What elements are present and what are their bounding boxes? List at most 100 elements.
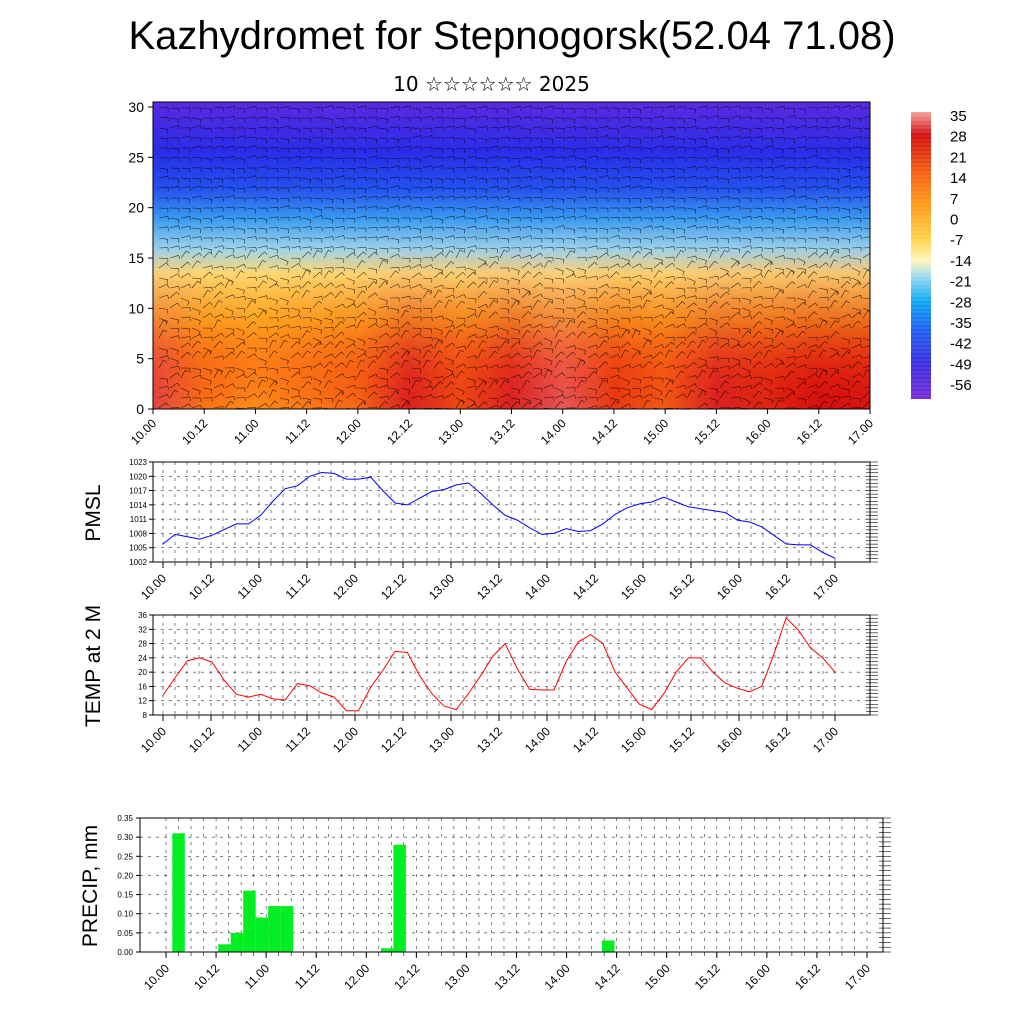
wind-barb xyxy=(862,227,870,230)
wind-barb xyxy=(433,126,443,129)
wind-barb xyxy=(356,290,363,299)
wind-barb-flag xyxy=(409,196,411,201)
wind-barb-flag xyxy=(833,259,838,262)
wind-barb xyxy=(609,147,620,149)
wind-barb xyxy=(840,175,850,179)
wind-barb-flag xyxy=(561,391,564,396)
wind-barb xyxy=(675,186,685,189)
wind-barb xyxy=(796,227,807,229)
colorbar-label: 14 xyxy=(950,170,967,187)
wind-barb-flag xyxy=(530,246,532,252)
wind-barb-flag xyxy=(453,409,454,413)
wind-barb-flag xyxy=(178,125,181,130)
wind-barb-flag xyxy=(365,215,367,220)
wind-barb xyxy=(730,167,741,170)
wind-barb-flag xyxy=(604,291,609,295)
wind-barb xyxy=(290,155,300,159)
wind-barb xyxy=(642,137,653,139)
wind-barb xyxy=(587,324,597,329)
wind-barb-flag xyxy=(167,226,169,231)
wind-barb-flag xyxy=(737,312,741,316)
wind-barb xyxy=(851,407,862,409)
wind-barb xyxy=(719,187,730,189)
wind-barb xyxy=(697,166,707,169)
wind-barb-flag xyxy=(803,261,806,266)
wind-barb xyxy=(235,263,245,269)
wind-barb xyxy=(521,105,531,109)
wind-barb-flag xyxy=(595,332,598,337)
wind-barb xyxy=(312,300,319,309)
wind-barb-flag xyxy=(628,262,631,267)
wind-barb-flag xyxy=(475,156,477,161)
wind-barb-flag xyxy=(582,320,586,324)
wind-barb xyxy=(345,277,355,282)
wind-barb-flag xyxy=(672,229,675,234)
wind-barb-flag xyxy=(640,166,642,171)
wind-barb xyxy=(840,185,850,189)
wind-barb-flag xyxy=(332,410,333,414)
wind-barb xyxy=(851,380,858,389)
wind-barb xyxy=(587,155,597,159)
wind-barb-flag xyxy=(255,106,257,111)
wind-barb-flag xyxy=(233,294,236,299)
wind-barb-flag xyxy=(331,282,334,287)
wind-barb-flag xyxy=(452,373,456,378)
wind-barb xyxy=(697,370,703,379)
wind-barb xyxy=(675,336,685,339)
wind-barb xyxy=(180,336,190,339)
cross-section-x-tick-label: 13.00 xyxy=(435,416,466,447)
wind-barb xyxy=(565,237,575,240)
wind-barb xyxy=(202,271,210,279)
wind-barb-flag xyxy=(431,226,433,231)
wind-barb xyxy=(499,287,509,291)
colorbar-label: 28 xyxy=(950,129,967,146)
wind-barb-flag xyxy=(166,402,169,407)
wind-barb xyxy=(257,177,268,179)
wind-barb xyxy=(257,227,267,230)
wind-barb-flag xyxy=(782,269,785,274)
wind-barb xyxy=(213,367,223,372)
wind-barb xyxy=(653,387,663,393)
wind-barb-flag xyxy=(837,179,840,184)
wind-barb-flag xyxy=(442,239,444,244)
wind-barb-flag xyxy=(486,159,488,164)
wind-barb xyxy=(653,216,664,219)
wind-barb-flag xyxy=(343,185,345,190)
wind-barb-flag xyxy=(189,336,191,341)
wind-barb xyxy=(224,277,234,282)
wind-barb xyxy=(389,361,397,369)
wind-barb-flag xyxy=(517,270,520,275)
wind-barb xyxy=(719,380,726,389)
wind-barb xyxy=(752,382,761,389)
wind-barb-flag xyxy=(563,199,565,204)
wind-barb xyxy=(389,404,399,409)
wind-barb xyxy=(235,146,246,149)
wind-barb-flag xyxy=(166,239,169,244)
wind-barb-flag xyxy=(407,401,410,406)
wind-barb xyxy=(807,207,818,210)
wind-barb xyxy=(290,177,301,179)
wind-barb-flag xyxy=(442,315,444,320)
wind-barb xyxy=(323,217,333,220)
wind-barb-flag xyxy=(416,379,420,383)
wind-barb xyxy=(664,205,674,209)
wind-barb-flag xyxy=(661,399,664,404)
wind-barb-flag xyxy=(749,359,752,364)
wind-barb-flag xyxy=(616,271,620,275)
wind-barb xyxy=(367,107,378,109)
wind-barb xyxy=(444,299,450,309)
wind-barb xyxy=(499,237,509,240)
wind-barb xyxy=(312,317,322,321)
wind-barb-flag xyxy=(265,403,269,408)
wind-barb xyxy=(400,246,410,249)
wind-barb xyxy=(598,361,606,369)
wind-barb xyxy=(807,404,817,409)
wind-barb xyxy=(587,136,597,139)
wind-barb-flag xyxy=(629,109,631,114)
wind-barb xyxy=(499,136,510,139)
wind-barb xyxy=(730,187,740,190)
wind-barb-flag xyxy=(563,225,566,230)
wind-barb-flag xyxy=(475,366,477,371)
wind-barb xyxy=(686,255,696,259)
